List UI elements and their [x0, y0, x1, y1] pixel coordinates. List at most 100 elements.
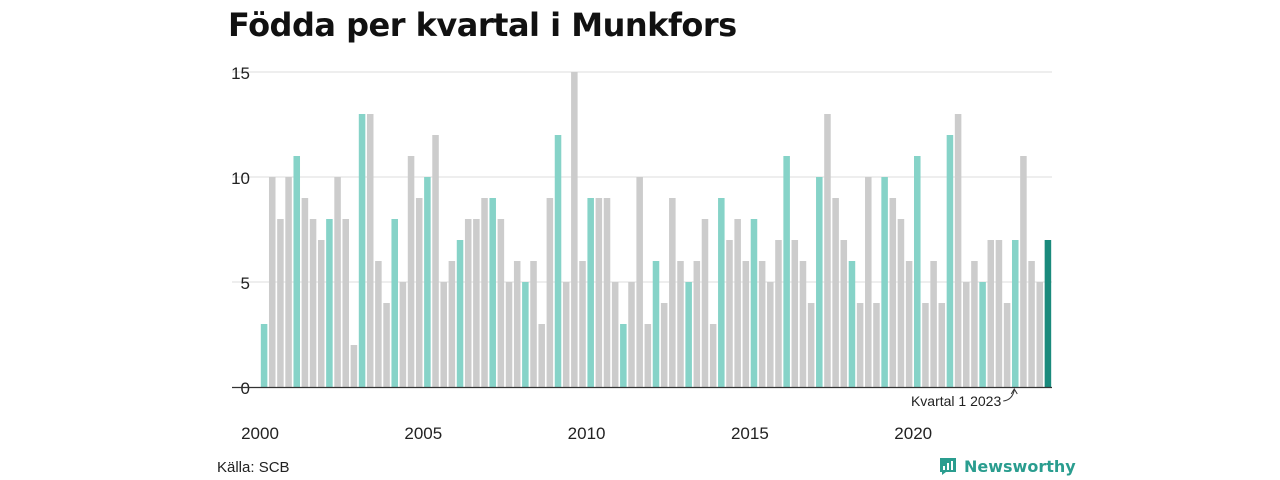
- bar: [783, 156, 790, 387]
- y-tick-label: 10: [231, 169, 250, 188]
- bar: [415, 198, 423, 387]
- bar: [301, 198, 309, 387]
- bar: [1036, 282, 1044, 387]
- bar: [546, 198, 554, 387]
- bar: [440, 282, 447, 387]
- annotation-label: Kvartal 1 2023: [911, 393, 1001, 409]
- bar: [816, 177, 823, 387]
- bar: [897, 219, 905, 387]
- bar: [505, 282, 513, 387]
- bar: [987, 240, 995, 387]
- bar: [326, 219, 333, 387]
- bar: [742, 261, 750, 387]
- bar: [424, 177, 431, 387]
- bar: [750, 219, 758, 387]
- bar: [571, 72, 578, 387]
- x-tick-label: 2020: [894, 424, 932, 443]
- bar: [522, 282, 529, 387]
- bar: [1011, 240, 1019, 387]
- bar: [954, 114, 962, 387]
- bar: [636, 177, 643, 387]
- bar: [317, 240, 325, 387]
- bar: [709, 324, 717, 387]
- bar: [285, 177, 292, 387]
- y-tick-label: 0: [241, 379, 250, 398]
- bar: [268, 177, 276, 387]
- bar: [1003, 303, 1011, 387]
- bar: [677, 261, 684, 387]
- bar: [799, 261, 807, 387]
- bar: [758, 261, 766, 387]
- newsworthy-brand: Newsworthy: [938, 456, 1076, 476]
- bar: [652, 261, 660, 387]
- bar: [963, 282, 970, 387]
- bar: [309, 219, 317, 387]
- bar: [554, 135, 562, 387]
- y-tick-label: 5: [241, 274, 250, 293]
- bar: [1028, 261, 1035, 387]
- bar: [791, 240, 799, 387]
- bar: [807, 303, 815, 387]
- bar: [497, 219, 505, 387]
- bar: [464, 219, 472, 387]
- source-label: Källa: SCB: [217, 459, 290, 476]
- bar: [399, 282, 407, 387]
- bar: [889, 198, 897, 387]
- bar: [481, 198, 488, 387]
- bar: [489, 198, 496, 387]
- bar: [644, 324, 652, 387]
- bar: [595, 198, 603, 387]
- x-tick-label: 2015: [731, 424, 769, 443]
- bar: [293, 156, 301, 387]
- bar: [905, 261, 913, 387]
- bar: [407, 156, 415, 387]
- bar: [734, 219, 741, 387]
- bar: [726, 240, 733, 387]
- bar: [383, 303, 390, 387]
- bar: [693, 261, 701, 387]
- bar: [775, 240, 782, 387]
- bar: [277, 219, 284, 387]
- bar: [456, 240, 464, 387]
- bar: [669, 198, 676, 387]
- bar: [971, 261, 978, 387]
- x-tick-label: 2000: [241, 424, 279, 443]
- bar: [1020, 156, 1027, 387]
- bar: [432, 135, 439, 387]
- bar: [832, 198, 839, 387]
- bar: [767, 282, 774, 387]
- bar: [587, 198, 594, 387]
- bar: [530, 261, 537, 387]
- bar: [562, 282, 570, 387]
- bar: [579, 261, 586, 387]
- bar: [881, 177, 888, 387]
- bar: [718, 198, 725, 387]
- bar: [538, 324, 545, 387]
- bar: [513, 261, 521, 387]
- bar: [914, 156, 921, 387]
- bar: [873, 303, 880, 387]
- bar: [865, 177, 872, 387]
- bar: [840, 240, 848, 387]
- bar: [701, 219, 709, 387]
- bar: [848, 261, 856, 387]
- bar: [979, 282, 986, 387]
- bar: [946, 135, 954, 387]
- annotation-arrow: [1003, 389, 1015, 402]
- brand-name: Newsworthy: [964, 456, 1076, 476]
- bar: [1044, 240, 1052, 387]
- newsworthy-logo-icon: [940, 458, 956, 475]
- bar: [856, 303, 864, 387]
- bar: [358, 114, 366, 387]
- bar: [938, 303, 946, 387]
- bar: [260, 324, 268, 387]
- bar: [995, 240, 1003, 387]
- bar: [448, 261, 456, 387]
- bar: [334, 177, 341, 387]
- bar: [350, 345, 358, 387]
- x-tick-label: 2005: [404, 424, 442, 443]
- bar: [391, 219, 398, 387]
- y-tick-label: 15: [231, 64, 250, 83]
- bar: [366, 114, 374, 387]
